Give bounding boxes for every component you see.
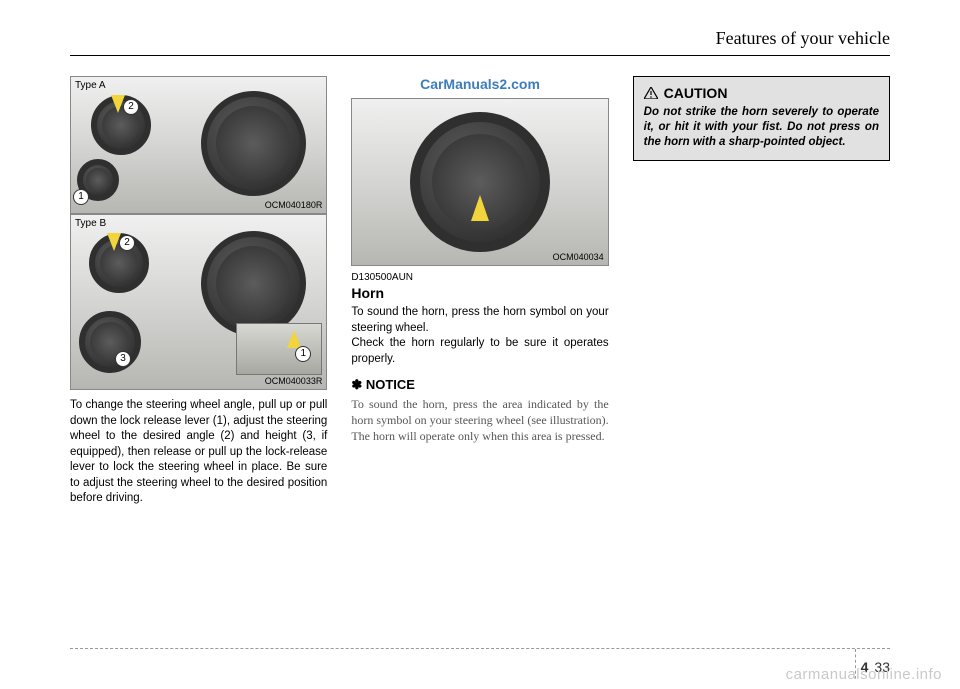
caution-label: CAUTION — [664, 85, 728, 101]
lever-inset: 1 — [236, 323, 322, 375]
callout-1: 1 — [73, 189, 89, 205]
column-3: CAUTION Do not strike the horn severely … — [633, 76, 890, 507]
figure-code: OCM040033R — [265, 376, 323, 386]
footer-divider — [70, 648, 890, 649]
horn-body-text: To sound the horn, press the horn symbol… — [351, 305, 608, 367]
figure-type-label: Type B — [75, 218, 106, 229]
watermark-top: CarManuals2.com — [351, 76, 608, 92]
arrow-up-icon — [287, 330, 301, 348]
arrow-up-icon — [471, 195, 489, 221]
page-header: Features of your vehicle — [70, 28, 890, 56]
warning-triangle-icon — [644, 87, 658, 99]
callout-3: 3 — [115, 351, 131, 367]
steering-wheel-icon — [201, 231, 306, 336]
steering-body-text: To change the steering wheel angle, pull… — [70, 398, 327, 507]
header-title: Features of your vehicle — [716, 28, 890, 49]
caution-box: CAUTION Do not strike the horn severely … — [633, 76, 890, 161]
figure-type-a: Type A 2 1 OCM040180R — [70, 76, 327, 214]
caution-heading: CAUTION — [644, 85, 879, 101]
caution-body: Do not strike the horn severely to opera… — [644, 105, 879, 150]
callout-2: 2 — [123, 99, 139, 115]
horn-heading: Horn — [351, 285, 608, 301]
column-1: Type A 2 1 OCM040180R Type B 2 3 — [70, 76, 327, 507]
content-columns: Type A 2 1 OCM040180R Type B 2 3 — [70, 76, 890, 507]
steering-wheel-icon — [201, 91, 306, 196]
steering-wheel-icon — [410, 112, 550, 252]
manual-page: Features of your vehicle Type A 2 1 OCM0… — [0, 0, 960, 689]
figure-horn: OCM040034 — [351, 98, 608, 266]
watermark-bottom: carmanualsonline.info — [786, 666, 942, 683]
callout-1: 1 — [295, 346, 311, 362]
section-ref: D130500AUN — [351, 272, 608, 283]
figure-code: OCM040180R — [265, 200, 323, 210]
figure-type-b: Type B 2 3 1 OCM040033R — [70, 214, 327, 390]
notice-heading: ✽ NOTICE — [351, 377, 608, 393]
steering-wheel-icon — [79, 311, 141, 373]
figure-type-label: Type A — [75, 80, 106, 91]
column-2: CarManuals2.com OCM040034 D130500AUN Hor… — [351, 76, 608, 507]
figure-code: OCM040034 — [553, 252, 604, 262]
callout-2: 2 — [119, 235, 135, 251]
notice-body: To sound the horn, press the area indica… — [351, 396, 608, 445]
